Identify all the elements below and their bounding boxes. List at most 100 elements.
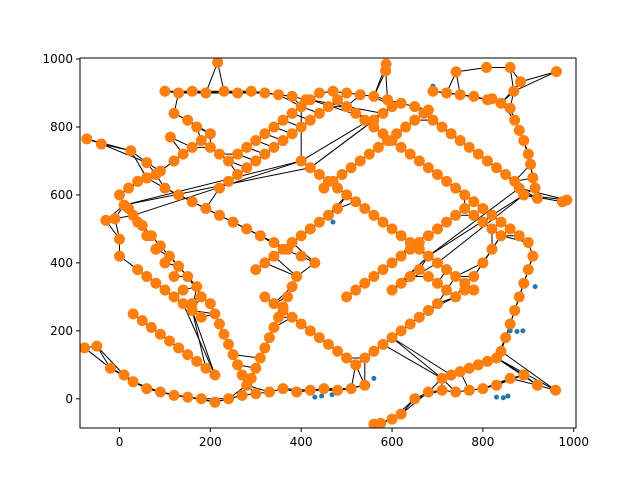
vertex-point	[332, 94, 344, 106]
vertex-point	[422, 304, 434, 316]
vertex-point	[481, 94, 493, 106]
vertex-point	[173, 260, 185, 272]
vertex-point	[368, 90, 380, 102]
vertex-point	[459, 277, 471, 289]
vertex-point	[409, 393, 421, 405]
vertex-point	[327, 85, 339, 97]
vertex-point	[531, 192, 543, 204]
vertex-point	[450, 66, 462, 78]
vertex-point	[486, 209, 498, 221]
vertex-point	[200, 87, 212, 99]
vertex-point	[413, 311, 425, 323]
vertex-point	[132, 175, 144, 187]
vertex-point	[454, 89, 466, 101]
vertex-point	[154, 328, 166, 340]
vertex-point	[173, 189, 185, 201]
voronoi-edge	[182, 303, 216, 376]
vertex-point	[386, 332, 398, 344]
vertex-point	[259, 257, 271, 269]
vertex-point	[359, 379, 371, 391]
vertex-point	[422, 270, 434, 282]
vertex-point	[186, 141, 198, 153]
vertex-point	[304, 384, 316, 396]
vertex-point	[100, 214, 112, 226]
vertex-point	[277, 304, 289, 316]
vertex-point	[418, 107, 430, 119]
vertex-point	[159, 182, 171, 194]
y-tick-label: 600	[50, 188, 73, 202]
voronoi-edge	[496, 357, 538, 386]
vertex-point	[413, 155, 425, 167]
vertex-point	[491, 379, 503, 391]
vertex-point	[313, 107, 325, 119]
voronoi-edge	[309, 106, 393, 169]
vertex-point	[341, 101, 353, 113]
y-tick-label: 400	[50, 256, 73, 270]
vertex-point	[359, 277, 371, 289]
vertex-point	[386, 223, 398, 235]
vertex-point	[313, 87, 325, 99]
vertex-point	[322, 175, 334, 187]
vertex-point	[304, 325, 316, 337]
vertex-point	[513, 230, 525, 242]
vertex-point	[525, 158, 537, 170]
vertex-point	[80, 342, 91, 354]
vertex-point	[529, 182, 541, 194]
vertex-point	[295, 121, 307, 133]
vertex-point	[91, 340, 103, 352]
scatter-series	[80, 58, 573, 428]
vertex-point	[468, 270, 480, 282]
vertex-point	[145, 230, 157, 242]
vertex-point	[522, 148, 534, 160]
vertex-point	[177, 148, 189, 160]
vertex-point	[518, 135, 530, 147]
vertex-point	[209, 396, 221, 408]
vertex-point	[173, 342, 185, 354]
vertex-point	[114, 250, 126, 262]
vertex-point	[150, 277, 162, 289]
vertex-point	[309, 257, 321, 269]
vertex-point	[504, 62, 516, 74]
vertex-point	[372, 141, 384, 153]
vertex-point	[345, 383, 357, 395]
vertex-point	[459, 203, 471, 215]
vertex-point	[254, 352, 266, 364]
vertex-point	[277, 243, 289, 255]
vertex-point	[168, 389, 180, 401]
vertex-point	[472, 148, 484, 160]
vertex-point	[508, 85, 520, 97]
vertex-point	[518, 277, 530, 289]
vertex-point	[250, 264, 262, 276]
vertex-point	[313, 216, 325, 228]
vertex-point	[341, 291, 353, 303]
vertex-point	[182, 114, 194, 126]
vertex-point	[441, 216, 453, 228]
vertex-point	[168, 107, 180, 119]
vertex-point	[518, 189, 530, 201]
voronoi-edge	[428, 194, 525, 257]
input-point	[507, 328, 513, 334]
vertex-point	[286, 311, 298, 323]
vertex-point	[368, 270, 380, 282]
vertex-point	[277, 383, 289, 395]
vertex-point	[177, 284, 189, 296]
vertex-point	[286, 107, 298, 119]
vertex-point	[350, 284, 362, 296]
vertex-point	[441, 87, 453, 99]
vertex-point	[431, 257, 443, 269]
vertex-point	[277, 135, 289, 147]
vertex-point	[150, 169, 162, 181]
vertex-point	[191, 121, 203, 133]
vertex-point	[400, 121, 412, 133]
vertex-point	[413, 264, 425, 276]
vertex-point	[518, 369, 530, 381]
vertex-point	[422, 386, 434, 398]
vertex-point	[359, 114, 371, 126]
x-tick-label: 800	[471, 435, 494, 449]
vertex-point	[291, 386, 303, 398]
vertex-point	[322, 209, 334, 221]
vertex-point	[386, 284, 398, 296]
vertex-point	[136, 315, 148, 327]
vertex-point	[468, 90, 480, 102]
vertex-point	[463, 362, 475, 374]
